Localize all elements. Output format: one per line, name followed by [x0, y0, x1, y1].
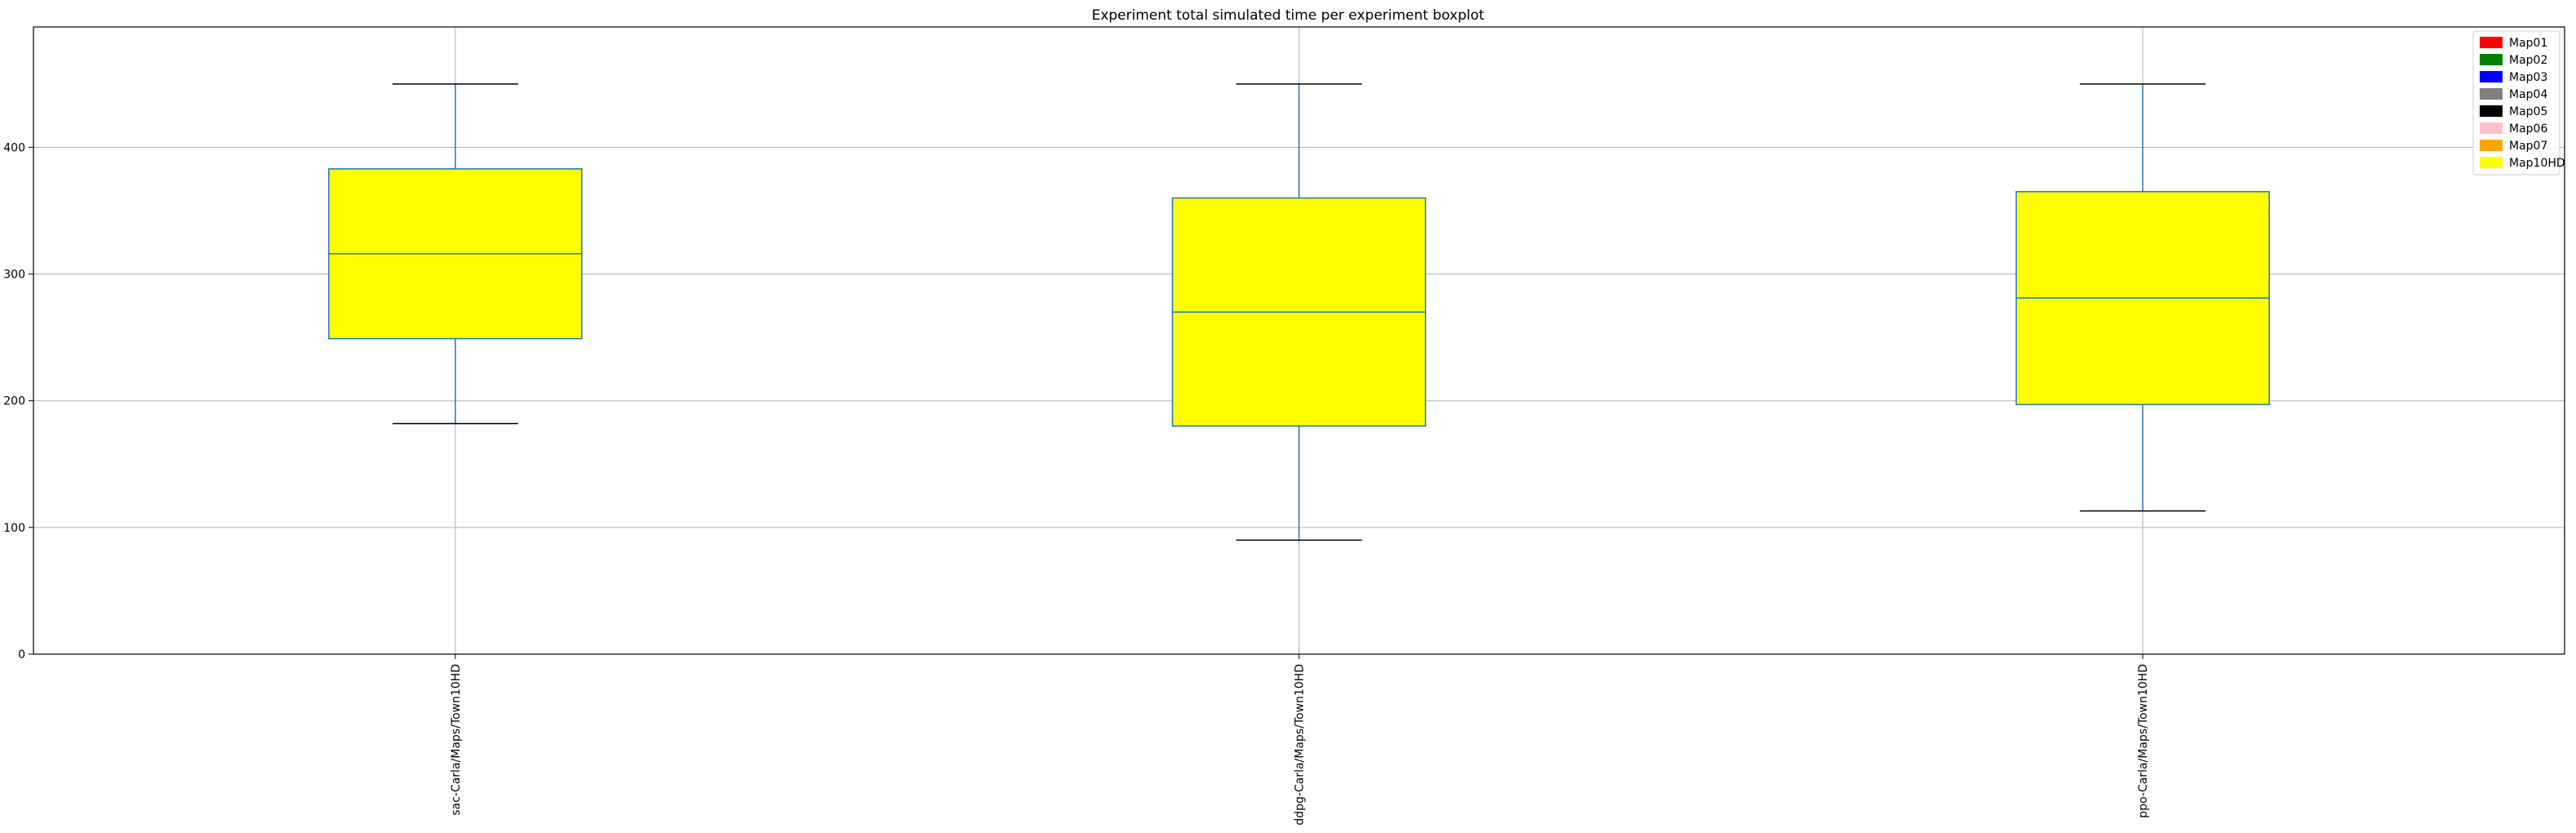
chart-title: Experiment total simulated time per expe… — [1091, 7, 1484, 24]
x-tick-label: ddpg-Carla/Maps/Town10HD — [1294, 664, 1307, 826]
y-tick-label: 200 — [3, 395, 25, 408]
axes: 0 100 200 300 400 sac-Carla/Maps/Town10HD ddpg… — [3, 26, 2565, 826]
legend-swatch — [2480, 140, 2503, 151]
boxes — [328, 83, 2270, 541]
legend-frame — [2472, 30, 2560, 176]
legend-swatch — [2480, 54, 2503, 65]
legend-swatch — [2480, 88, 2503, 100]
plot-frame — [33, 26, 2565, 655]
legend-label: Map06 — [2509, 122, 2547, 136]
legend-label: Map04 — [2509, 88, 2547, 101]
y-tick-label: 300 — [3, 269, 25, 282]
legend-swatch — [2480, 71, 2503, 82]
legend-swatch — [2480, 37, 2503, 48]
y-tick-label: 100 — [3, 522, 25, 535]
y-tick-label: 400 — [3, 141, 25, 154]
legend-label: Map02 — [2509, 54, 2547, 67]
legend-label: Map03 — [2509, 71, 2547, 84]
legend-swatch — [2480, 157, 2503, 168]
x-tick-label: sac-Carla/Maps/Town10HD — [450, 664, 463, 816]
legend-label: Map01 — [2509, 37, 2547, 50]
legend-label: Map05 — [2509, 105, 2547, 118]
x-tick-label: ppo-Carla/Maps/Town10HD — [2137, 664, 2150, 818]
legend-label: Map07 — [2509, 140, 2547, 153]
legend-swatch — [2480, 105, 2503, 117]
legend-label: Map10HD — [2509, 157, 2565, 170]
legend-swatch — [2480, 122, 2503, 134]
legend: Map01 Map02 Map03 Map04 Map05 Map06 Map07 Map10… — [2472, 30, 2565, 176]
y-tick-label: 0 — [18, 648, 25, 662]
